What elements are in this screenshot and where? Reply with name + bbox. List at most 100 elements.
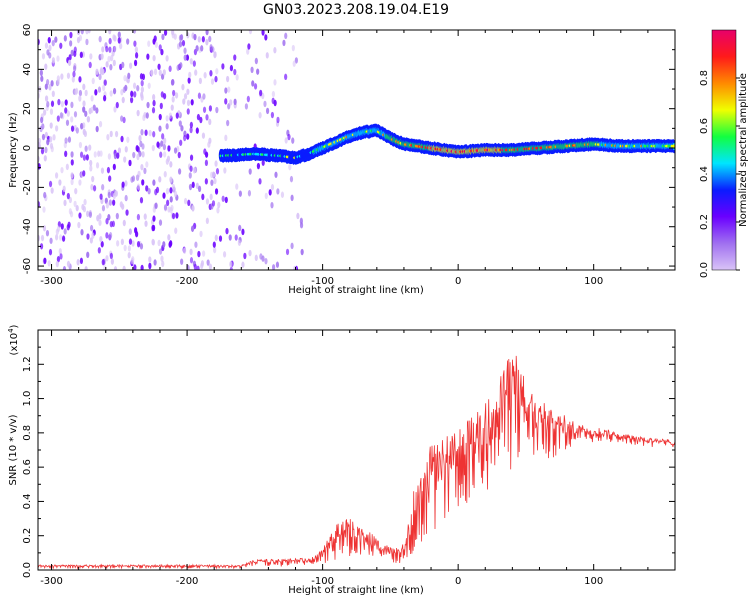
noise-cell xyxy=(72,70,76,78)
noise-cell xyxy=(140,129,144,136)
noise-cell xyxy=(161,33,165,41)
noise-cell xyxy=(199,116,203,124)
noise-cell xyxy=(70,125,75,132)
noise-cell xyxy=(95,125,99,133)
noise-cell xyxy=(154,202,158,209)
noise-cell xyxy=(56,225,61,232)
noise-cell xyxy=(292,60,296,67)
noise-cell xyxy=(263,100,267,108)
noise-cell xyxy=(78,89,83,97)
noise-cell xyxy=(191,181,195,189)
noise-cell xyxy=(147,40,151,47)
noise-cell xyxy=(208,263,213,270)
noise-cell xyxy=(89,237,93,244)
noise-cell xyxy=(197,92,202,99)
noise-cell xyxy=(214,75,218,83)
noise-cell xyxy=(140,86,144,93)
noise-cell xyxy=(162,241,166,248)
noise-cell xyxy=(215,106,219,114)
noise-cell xyxy=(154,41,158,48)
noise-cell xyxy=(163,30,168,36)
noise-cell xyxy=(151,107,156,114)
noise-cell xyxy=(65,119,70,126)
noise-cell xyxy=(196,265,200,270)
noise-cell xyxy=(39,243,44,250)
noise-cell xyxy=(128,238,133,245)
noise-cell xyxy=(178,168,182,175)
noise-cell xyxy=(214,234,218,242)
noise-cell xyxy=(209,44,213,51)
noise-cell xyxy=(95,68,99,75)
noise-cell xyxy=(210,78,215,85)
noise-cell xyxy=(226,119,230,127)
noise-cell xyxy=(116,152,120,159)
noise-cell xyxy=(186,99,191,107)
noise-cell xyxy=(41,133,46,141)
noise-cell xyxy=(212,241,216,248)
y-tick-label: 0.4 xyxy=(22,493,33,509)
noise-cell xyxy=(157,63,161,70)
noise-cell xyxy=(199,230,203,238)
noise-cell xyxy=(233,98,237,106)
noise-cell xyxy=(52,134,56,141)
noise-cell xyxy=(169,187,173,194)
noise-cell xyxy=(110,54,114,62)
noise-cell xyxy=(165,187,170,195)
noise-cell xyxy=(41,53,46,60)
noise-cell xyxy=(127,72,131,80)
noise-cell xyxy=(91,175,95,183)
noise-cell xyxy=(254,57,258,65)
noise-cell xyxy=(209,70,213,77)
noise-cell xyxy=(161,133,165,140)
noise-cell xyxy=(150,69,154,76)
noise-cell xyxy=(158,219,163,226)
noise-cell xyxy=(265,52,269,59)
noise-cell xyxy=(241,261,245,268)
noise-cell xyxy=(227,86,231,93)
noise-cell xyxy=(70,159,74,166)
noise-cell xyxy=(204,159,209,167)
noise-cell xyxy=(44,131,48,139)
noise-cell xyxy=(246,48,250,55)
noise-cell xyxy=(153,68,158,76)
noise-cell xyxy=(256,68,260,75)
noise-cell xyxy=(134,230,139,238)
noise-cell xyxy=(55,260,59,268)
noise-cell xyxy=(106,166,111,174)
noise-cell xyxy=(64,137,68,144)
noise-cell xyxy=(73,200,77,208)
noise-cell xyxy=(40,234,45,242)
noise-cell xyxy=(175,212,179,219)
noise-cell xyxy=(115,212,119,220)
noise-cell xyxy=(276,188,280,195)
noise-cell xyxy=(67,221,71,228)
noise-cell xyxy=(46,101,50,108)
noise-cell xyxy=(40,75,44,82)
noise-cell xyxy=(214,188,219,195)
noise-cell xyxy=(202,106,207,113)
noise-cell xyxy=(42,225,47,232)
noise-cell xyxy=(108,232,113,239)
noise-cell xyxy=(101,184,105,191)
noise-cell xyxy=(69,31,73,39)
noise-cell xyxy=(183,54,187,61)
snr-y-axis-label: SNR (10 * v/v) xyxy=(8,414,19,485)
x-tick-label: -200 xyxy=(176,576,199,587)
noise-cell xyxy=(54,36,58,43)
noise-cell xyxy=(55,125,59,132)
x-tick-label: 100 xyxy=(584,576,603,587)
noise-cell xyxy=(129,62,133,69)
noise-cell xyxy=(86,115,90,123)
noise-cell xyxy=(191,205,195,212)
noise-cell xyxy=(70,172,74,179)
noise-cell xyxy=(108,175,112,182)
noise-cell xyxy=(280,191,285,198)
noise-cell xyxy=(273,47,277,54)
noise-cell xyxy=(122,265,126,270)
x-tick-label: 100 xyxy=(584,276,603,287)
noise-cell xyxy=(136,213,141,221)
noise-cell xyxy=(85,154,89,161)
noise-cell xyxy=(276,116,280,124)
noise-cell xyxy=(79,257,84,265)
noise-cell xyxy=(210,179,214,186)
